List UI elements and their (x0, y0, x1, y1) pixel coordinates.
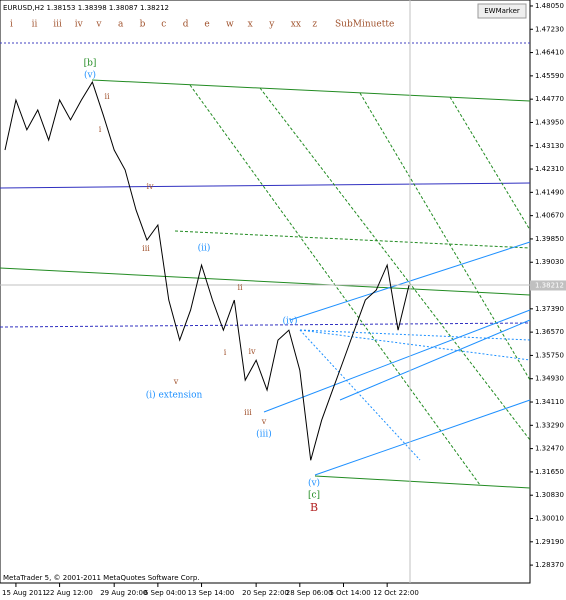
toolbar-button[interactable]: v (95, 20, 102, 30)
fan-line (449, 96, 531, 231)
y-tick-label: 1.42310 (535, 165, 564, 173)
wave-label: v (173, 377, 179, 386)
y-tick-label: 1.41490 (535, 188, 564, 196)
y-tick-label: 1.43130 (535, 142, 564, 150)
y-tick-label: 1.46410 (535, 49, 564, 57)
y-tick-label: 1.47230 (535, 25, 564, 33)
toolbar-button[interactable]: xx (291, 20, 301, 30)
toolbar-button[interactable]: z (312, 20, 317, 30)
x-tick-label: 13 Sep 14:00 (188, 589, 235, 597)
channel-line (263, 309, 531, 413)
wave-label: iv (146, 182, 154, 191)
trend-line (0, 182, 531, 189)
y-tick-label: 1.28370 (535, 561, 564, 569)
y-tick-label: 1.45590 (535, 72, 564, 80)
x-tick-label: 6 Sep 04:00 (144, 589, 186, 597)
toolbar-button[interactable]: a (118, 20, 124, 30)
y-tick-label: 1.32470 (535, 445, 564, 453)
price-line (4, 80, 410, 461)
wave-label: iv (248, 347, 256, 356)
y-tick-label: 1.34110 (535, 398, 564, 406)
fan-line (259, 87, 531, 441)
x-tick-label: 5 Oct 14:00 (329, 589, 370, 597)
x-tick-label: 15 Aug 2011 (2, 589, 47, 597)
y-tick-label: 1.48050 (535, 2, 564, 10)
toolbar-button[interactable]: y (268, 20, 275, 30)
trend-line (0, 267, 531, 296)
wave-label: v (261, 417, 267, 426)
y-tick-label: 1.40670 (535, 212, 564, 220)
drawings (0, 0, 531, 583)
y-tick-label: 1.30010 (535, 515, 564, 523)
y-tick-label: 1.33290 (535, 421, 564, 429)
y-tick-label: 1.44770 (535, 95, 564, 103)
y-tick-label: 1.35750 (535, 351, 564, 359)
symbol-info: EURUSD,H2 1.38153 1.38398 1.38087 1.3821… (3, 4, 169, 12)
channel-line (314, 399, 531, 476)
wave-label: i (99, 125, 102, 134)
toolbar-button[interactable]: iv (75, 20, 84, 30)
toolbar-button[interactable]: iii (53, 20, 62, 30)
wave-label: [b] (84, 59, 97, 69)
y-tick-label: 1.39850 (535, 235, 564, 243)
price-marker (530, 280, 566, 291)
wave-label: (i) extension (146, 390, 203, 401)
x-tick-label: 12 Oct 22:00 (373, 589, 419, 597)
wave-label: iii (244, 408, 252, 417)
wave-label: (v) (308, 478, 320, 489)
x-tick-label: 20 Sep 22:00 (242, 589, 289, 597)
x-tick-label: 29 Aug 20:00 (100, 589, 147, 597)
ewmarker-button[interactable] (477, 3, 527, 19)
wave-label: (iii) (256, 429, 272, 440)
x-tick-label: 28 Sep 06:00 (286, 589, 333, 597)
fan-line (299, 329, 531, 361)
y-tick-label: 1.37390 (535, 305, 564, 313)
fan-line (299, 329, 421, 461)
channel-line (339, 319, 531, 401)
toolbar-button[interactable]: w (226, 20, 234, 30)
current-price-label: 1.38212 (535, 281, 564, 289)
toolbar-button[interactable]: i (10, 20, 13, 30)
wave-label: B (310, 501, 318, 514)
wave-label: ii (237, 283, 243, 292)
wave-label: (v) (84, 70, 96, 81)
y-tick-label: 1.36570 (535, 328, 564, 336)
wave-label: [c] (308, 491, 320, 501)
y-tick-label: 1.30830 (535, 491, 564, 499)
toolbar: i ii iii iv v a b c d e w x y xx z SubMinuette (10, 20, 394, 30)
trend-line (314, 475, 531, 489)
trend-line (0, 322, 531, 328)
wave-label: (iv) (283, 316, 298, 327)
y-tick-label: 1.29190 (535, 538, 564, 546)
wave-label: (ii) (198, 243, 211, 254)
wave-label: ii (104, 92, 110, 101)
button-label[interactable]: EWMarker (484, 7, 520, 15)
wave-label: i (224, 348, 227, 357)
wave-label: iii (142, 244, 150, 253)
y-tick-label: 1.39030 (535, 258, 564, 266)
toolbar-button[interactable]: b (140, 20, 146, 30)
toolbar-button[interactable]: e (204, 20, 209, 30)
y-tick-label: 1.31650 (535, 468, 564, 476)
footer: MetaTrader 5, © 2001-2011 MetaQuotes Sof… (3, 574, 200, 582)
toolbar-button[interactable]: c (161, 20, 166, 30)
toolbar-button[interactable]: x (248, 20, 253, 30)
y-tick-label: 1.34930 (535, 375, 564, 383)
y-tick-label: 1.43950 (535, 118, 564, 126)
toolbar-button[interactable]: d (183, 20, 189, 30)
trend-line (91, 79, 531, 102)
toolbar-button[interactable]: SubMinuette (335, 20, 394, 30)
fan-line (174, 230, 531, 249)
plot-frame (0, 0, 531, 584)
toolbar-button[interactable]: ii (32, 20, 38, 30)
x-tick-label: 22 Aug 12:00 (46, 589, 93, 597)
